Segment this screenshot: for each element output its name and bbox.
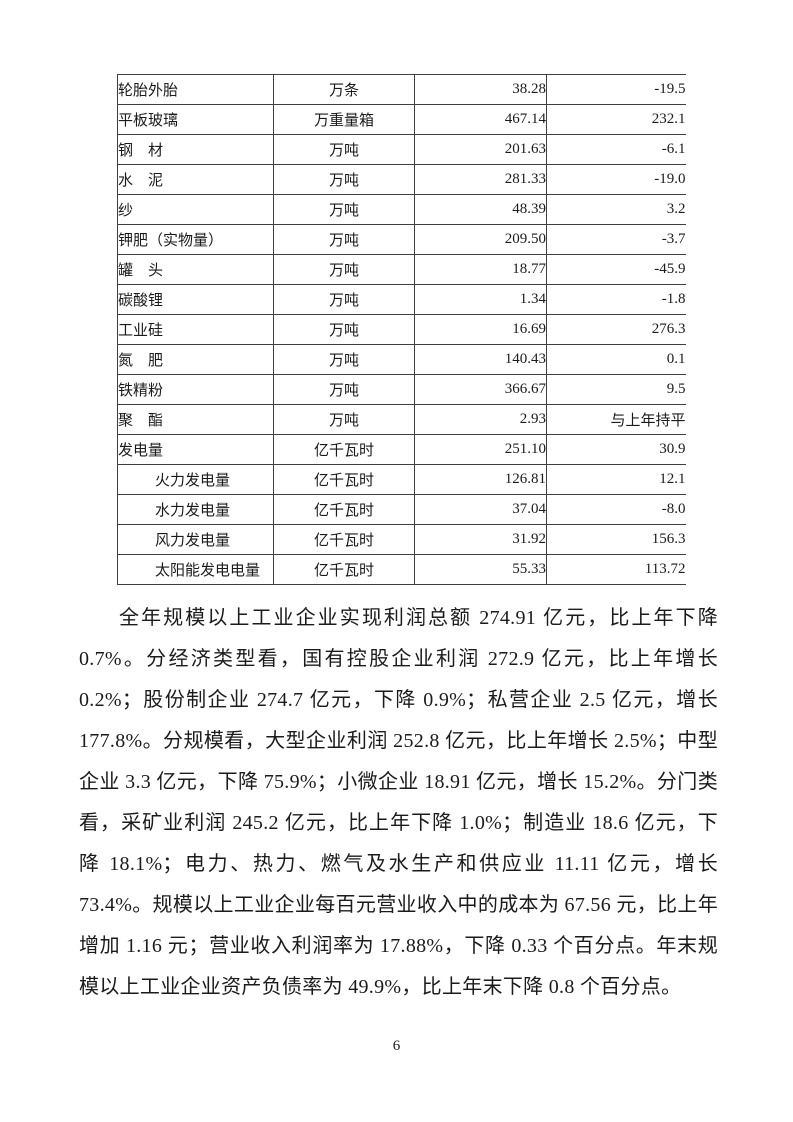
- growth-rate-cell: -3.7: [546, 224, 686, 255]
- output-value-cell: 251.10: [414, 434, 547, 465]
- growth-rate-cell: -19.5: [546, 74, 686, 105]
- table-row: 碳酸锂 万吨 1.34 -1.8: [117, 284, 686, 315]
- product-name-cell: 太阳能发电电量: [117, 554, 274, 585]
- output-value-cell: 1.34: [414, 284, 547, 315]
- table-row: 火力发电量 亿千瓦时 126.81 12.1: [117, 464, 686, 495]
- growth-rate-cell: 276.3: [546, 314, 686, 345]
- table-row: 水 泥 万吨 281.33 -19.0: [117, 164, 686, 195]
- page-number: 6: [392, 1038, 401, 1054]
- unit-cell: 万吨: [273, 164, 415, 195]
- table-row: 轮胎外胎 万条 38.28 -19.5: [117, 74, 686, 105]
- product-name-cell: 水力发电量: [117, 494, 274, 525]
- output-value-cell: 16.69: [414, 314, 547, 345]
- output-value-cell: 140.43: [414, 344, 547, 375]
- table-row: 风力发电量 亿千瓦时 31.92 156.3: [117, 524, 686, 555]
- output-value-cell: 467.14: [414, 104, 547, 135]
- unit-cell: 万吨: [273, 194, 415, 225]
- unit-cell: 亿千瓦时: [273, 554, 415, 585]
- product-name-cell: 风力发电量: [117, 524, 274, 555]
- table-row: 钾肥（实物量） 万吨 209.50 -3.7: [117, 224, 686, 255]
- table-row: 聚 酯 万吨 2.93 与上年持平: [117, 404, 686, 435]
- output-value-cell: 37.04: [414, 494, 547, 525]
- table-row: 氮 肥 万吨 140.43 0.1: [117, 344, 686, 375]
- industrial-products-table: 轮胎外胎 万条 38.28 -19.5 平板玻璃 万重量箱 467.14 232…: [117, 74, 686, 585]
- growth-rate-cell: 9.5: [546, 374, 686, 405]
- growth-rate-cell: 3.2: [546, 194, 686, 225]
- growth-rate-cell: 12.1: [546, 464, 686, 495]
- profit-statistics-paragraph: 全年规模以上工业企业实现利润总额 274.91 亿元，比上年下降 0.7%。分经…: [79, 607, 718, 998]
- product-name-cell: 发电量: [117, 434, 274, 465]
- table-row: 纱 万吨 48.39 3.2: [117, 194, 686, 225]
- unit-cell: 万吨: [273, 344, 415, 375]
- output-value-cell: 281.33: [414, 164, 547, 195]
- table-body: 轮胎外胎 万条 38.28 -19.5 平板玻璃 万重量箱 467.14 232…: [117, 74, 686, 585]
- product-name-cell: 钢 材: [117, 134, 274, 165]
- table-row: 平板玻璃 万重量箱 467.14 232.1: [117, 104, 686, 135]
- growth-rate-cell: -45.9: [546, 254, 686, 285]
- growth-rate-cell: 156.3: [546, 524, 686, 555]
- growth-rate-cell: 113.72: [546, 554, 686, 585]
- table-row: 钢 材 万吨 201.63 -6.1: [117, 134, 686, 165]
- output-value-cell: 18.77: [414, 254, 547, 285]
- output-value-cell: 209.50: [414, 224, 547, 255]
- product-name-cell: 罐 头: [117, 254, 274, 285]
- unit-cell: 亿千瓦时: [273, 524, 415, 555]
- growth-rate-cell: 232.1: [546, 104, 686, 135]
- output-value-cell: 48.39: [414, 194, 547, 225]
- product-name-cell: 平板玻璃: [117, 104, 274, 135]
- unit-cell: 万条: [273, 74, 415, 105]
- unit-cell: 万吨: [273, 224, 415, 255]
- table-row: 发电量 亿千瓦时 251.10 30.9: [117, 434, 686, 465]
- growth-rate-cell: 0.1: [546, 344, 686, 375]
- table-row: 太阳能发电电量 亿千瓦时 55.33 113.72: [117, 554, 686, 585]
- product-name-cell: 工业硅: [117, 314, 274, 345]
- table-row: 水力发电量 亿千瓦时 37.04 -8.0: [117, 494, 686, 525]
- product-name-cell: 聚 酯: [117, 404, 274, 435]
- growth-rate-cell: -6.1: [546, 134, 686, 165]
- unit-cell: 万吨: [273, 284, 415, 315]
- growth-rate-cell: -19.0: [546, 164, 686, 195]
- unit-cell: 亿千瓦时: [273, 434, 415, 465]
- growth-rate-cell: -8.0: [546, 494, 686, 525]
- growth-rate-cell: -1.8: [546, 284, 686, 315]
- output-value-cell: 366.67: [414, 374, 547, 405]
- output-value-cell: 31.92: [414, 524, 547, 555]
- growth-rate-cell: 与上年持平: [546, 404, 686, 435]
- unit-cell: 亿千瓦时: [273, 464, 415, 495]
- unit-cell: 万吨: [273, 134, 415, 165]
- output-value-cell: 201.63: [414, 134, 547, 165]
- unit-cell: 万吨: [273, 374, 415, 405]
- output-value-cell: 2.93: [414, 404, 547, 435]
- unit-cell: 亿千瓦时: [273, 494, 415, 525]
- unit-cell: 万吨: [273, 254, 415, 285]
- product-name-cell: 碳酸锂: [117, 284, 274, 315]
- product-name-cell: 钾肥（实物量）: [117, 224, 274, 255]
- unit-cell: 万重量箱: [273, 104, 415, 135]
- product-name-cell: 氮 肥: [117, 344, 274, 375]
- unit-cell: 万吨: [273, 404, 415, 435]
- table-row: 工业硅 万吨 16.69 276.3: [117, 314, 686, 345]
- product-name-cell: 水 泥: [117, 164, 274, 195]
- output-value-cell: 126.81: [414, 464, 547, 495]
- unit-cell: 万吨: [273, 314, 415, 345]
- output-value-cell: 55.33: [414, 554, 547, 585]
- table-row: 罐 头 万吨 18.77 -45.9: [117, 254, 686, 285]
- growth-rate-cell: 30.9: [546, 434, 686, 465]
- product-name-cell: 纱: [117, 194, 274, 225]
- output-value-cell: 38.28: [414, 74, 547, 105]
- product-name-cell: 火力发电量: [117, 464, 274, 495]
- product-name-cell: 轮胎外胎: [117, 74, 274, 105]
- table-row: 铁精粉 万吨 366.67 9.5: [117, 374, 686, 405]
- product-name-cell: 铁精粉: [117, 374, 274, 405]
